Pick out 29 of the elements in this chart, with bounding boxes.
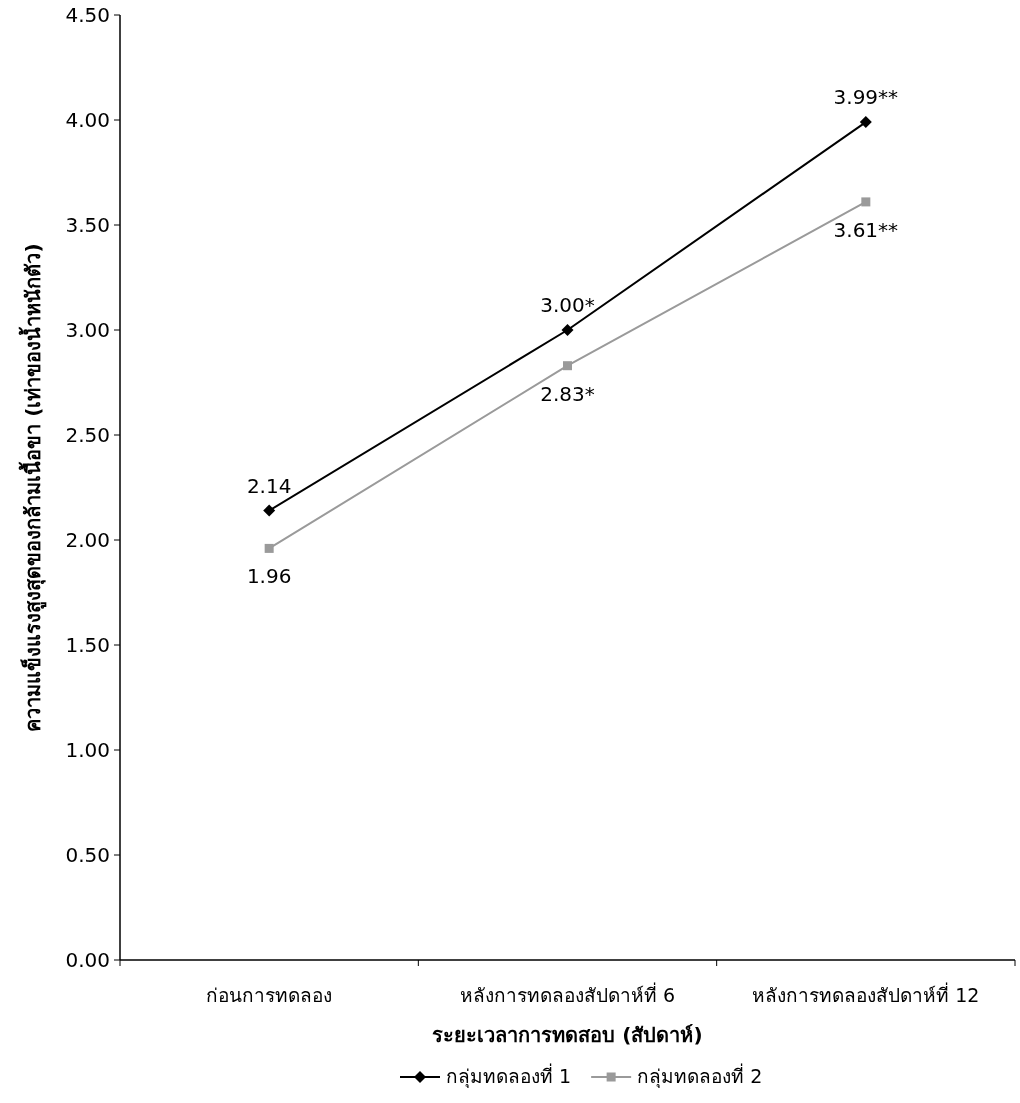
y-tick-label: 0.50: [65, 843, 110, 867]
x-tick-label: หลังการทดลองสัปดาห์ที่ 6: [459, 982, 676, 1006]
y-tick-label: 4.50: [65, 3, 110, 27]
x-axis-title: ระยะเวลาการทดสอบ (สัปดาห์): [432, 1023, 703, 1047]
legend-label: กลุ่มทดลองที่ 1: [446, 1063, 572, 1089]
point: [861, 197, 871, 207]
point: [263, 504, 276, 517]
point: [264, 543, 274, 553]
x-tick-label: หลังการทดลองสัปดาห์ที่ 12: [752, 982, 980, 1006]
y-tick-label: 2.50: [65, 423, 110, 447]
y-tick-label: 0.00: [65, 948, 110, 972]
x-tick-label: ก่อนการทดลอง: [206, 984, 333, 1006]
y-tick-label: 1.50: [65, 633, 110, 657]
y-tick-label: 1.00: [65, 738, 110, 762]
data-label: 3.00*: [540, 293, 595, 317]
y-tick-label: 2.00: [65, 528, 110, 552]
point: [561, 324, 574, 336]
y-tick-label: 3.50: [65, 213, 110, 237]
data-label: 3.61**: [833, 217, 899, 242]
point: [859, 116, 872, 129]
data-label: 3.99**: [833, 85, 899, 110]
point: [563, 361, 572, 371]
y-axis-title: ความแข็งแรงสูงสุดของกล้ามเนื้อขา (เท่าของน้ำหนักตัว): [18, 243, 47, 732]
data-label: 2.14: [246, 473, 292, 498]
y-tick-label: 3.00: [65, 318, 110, 342]
data-label: 2.83*: [540, 381, 595, 406]
legend-label: กลุ่มทดลองที่ 2: [637, 1063, 763, 1089]
data-label: 1.96: [246, 564, 292, 589]
y-tick-label: 4.00: [65, 108, 110, 132]
